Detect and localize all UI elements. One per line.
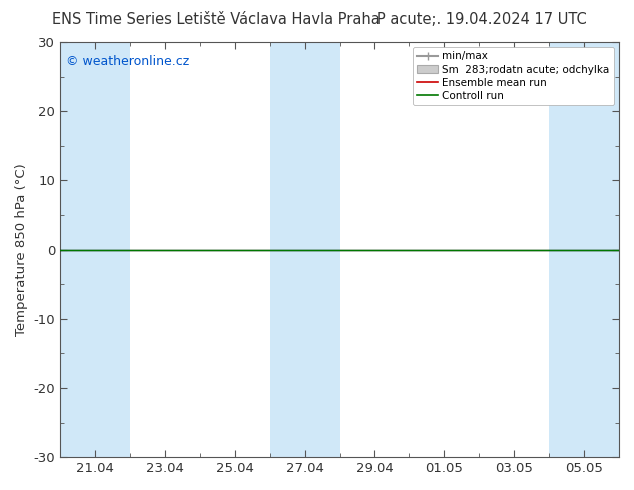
Legend: min/max, Sm  283;rodatn acute; odchylka, Ensemble mean run, Controll run: min/max, Sm 283;rodatn acute; odchylka, … <box>413 47 614 105</box>
Bar <box>60 42 130 457</box>
Y-axis label: Temperature 850 hPa (°C): Temperature 850 hPa (°C) <box>15 163 28 336</box>
Text: © weatheronline.cz: © weatheronline.cz <box>66 54 189 68</box>
Bar <box>269 42 340 457</box>
Bar <box>549 42 619 457</box>
Text: P acute;. 19.04.2024 17 UTC: P acute;. 19.04.2024 17 UTC <box>377 12 586 27</box>
Text: ENS Time Series Letiště Václava Havla Praha: ENS Time Series Letiště Václava Havla Pr… <box>52 12 379 27</box>
